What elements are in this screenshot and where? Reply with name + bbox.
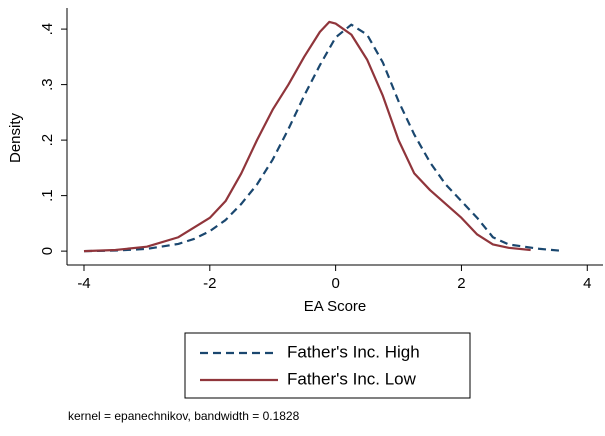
x-tick-label: 2 (457, 275, 465, 292)
y-axis-title: Density (7, 112, 24, 163)
y-tick-label: .1 (39, 189, 56, 202)
y-tick-label: .3 (39, 78, 56, 91)
x-axis-title: EA Score (304, 298, 367, 315)
density-line (83, 23, 560, 253)
x-tick-label: -4 (77, 275, 90, 292)
x-tick-label: -2 (203, 275, 216, 292)
legend-label: Father's Inc. High (287, 342, 420, 361)
x-tick-label: 0 (331, 275, 339, 292)
note: kernel = epanechnikov, bandwidth = 0.182… (68, 409, 300, 423)
legend-label: Father's Inc. Low (287, 369, 417, 388)
x-tick-label: 4 (583, 275, 591, 292)
y-tick-label: .2 (39, 134, 56, 147)
y-tick-label: .4 (39, 23, 56, 36)
density-line (83, 20, 531, 253)
legend-box (184, 332, 471, 399)
y-tick-label: 0 (39, 247, 56, 255)
